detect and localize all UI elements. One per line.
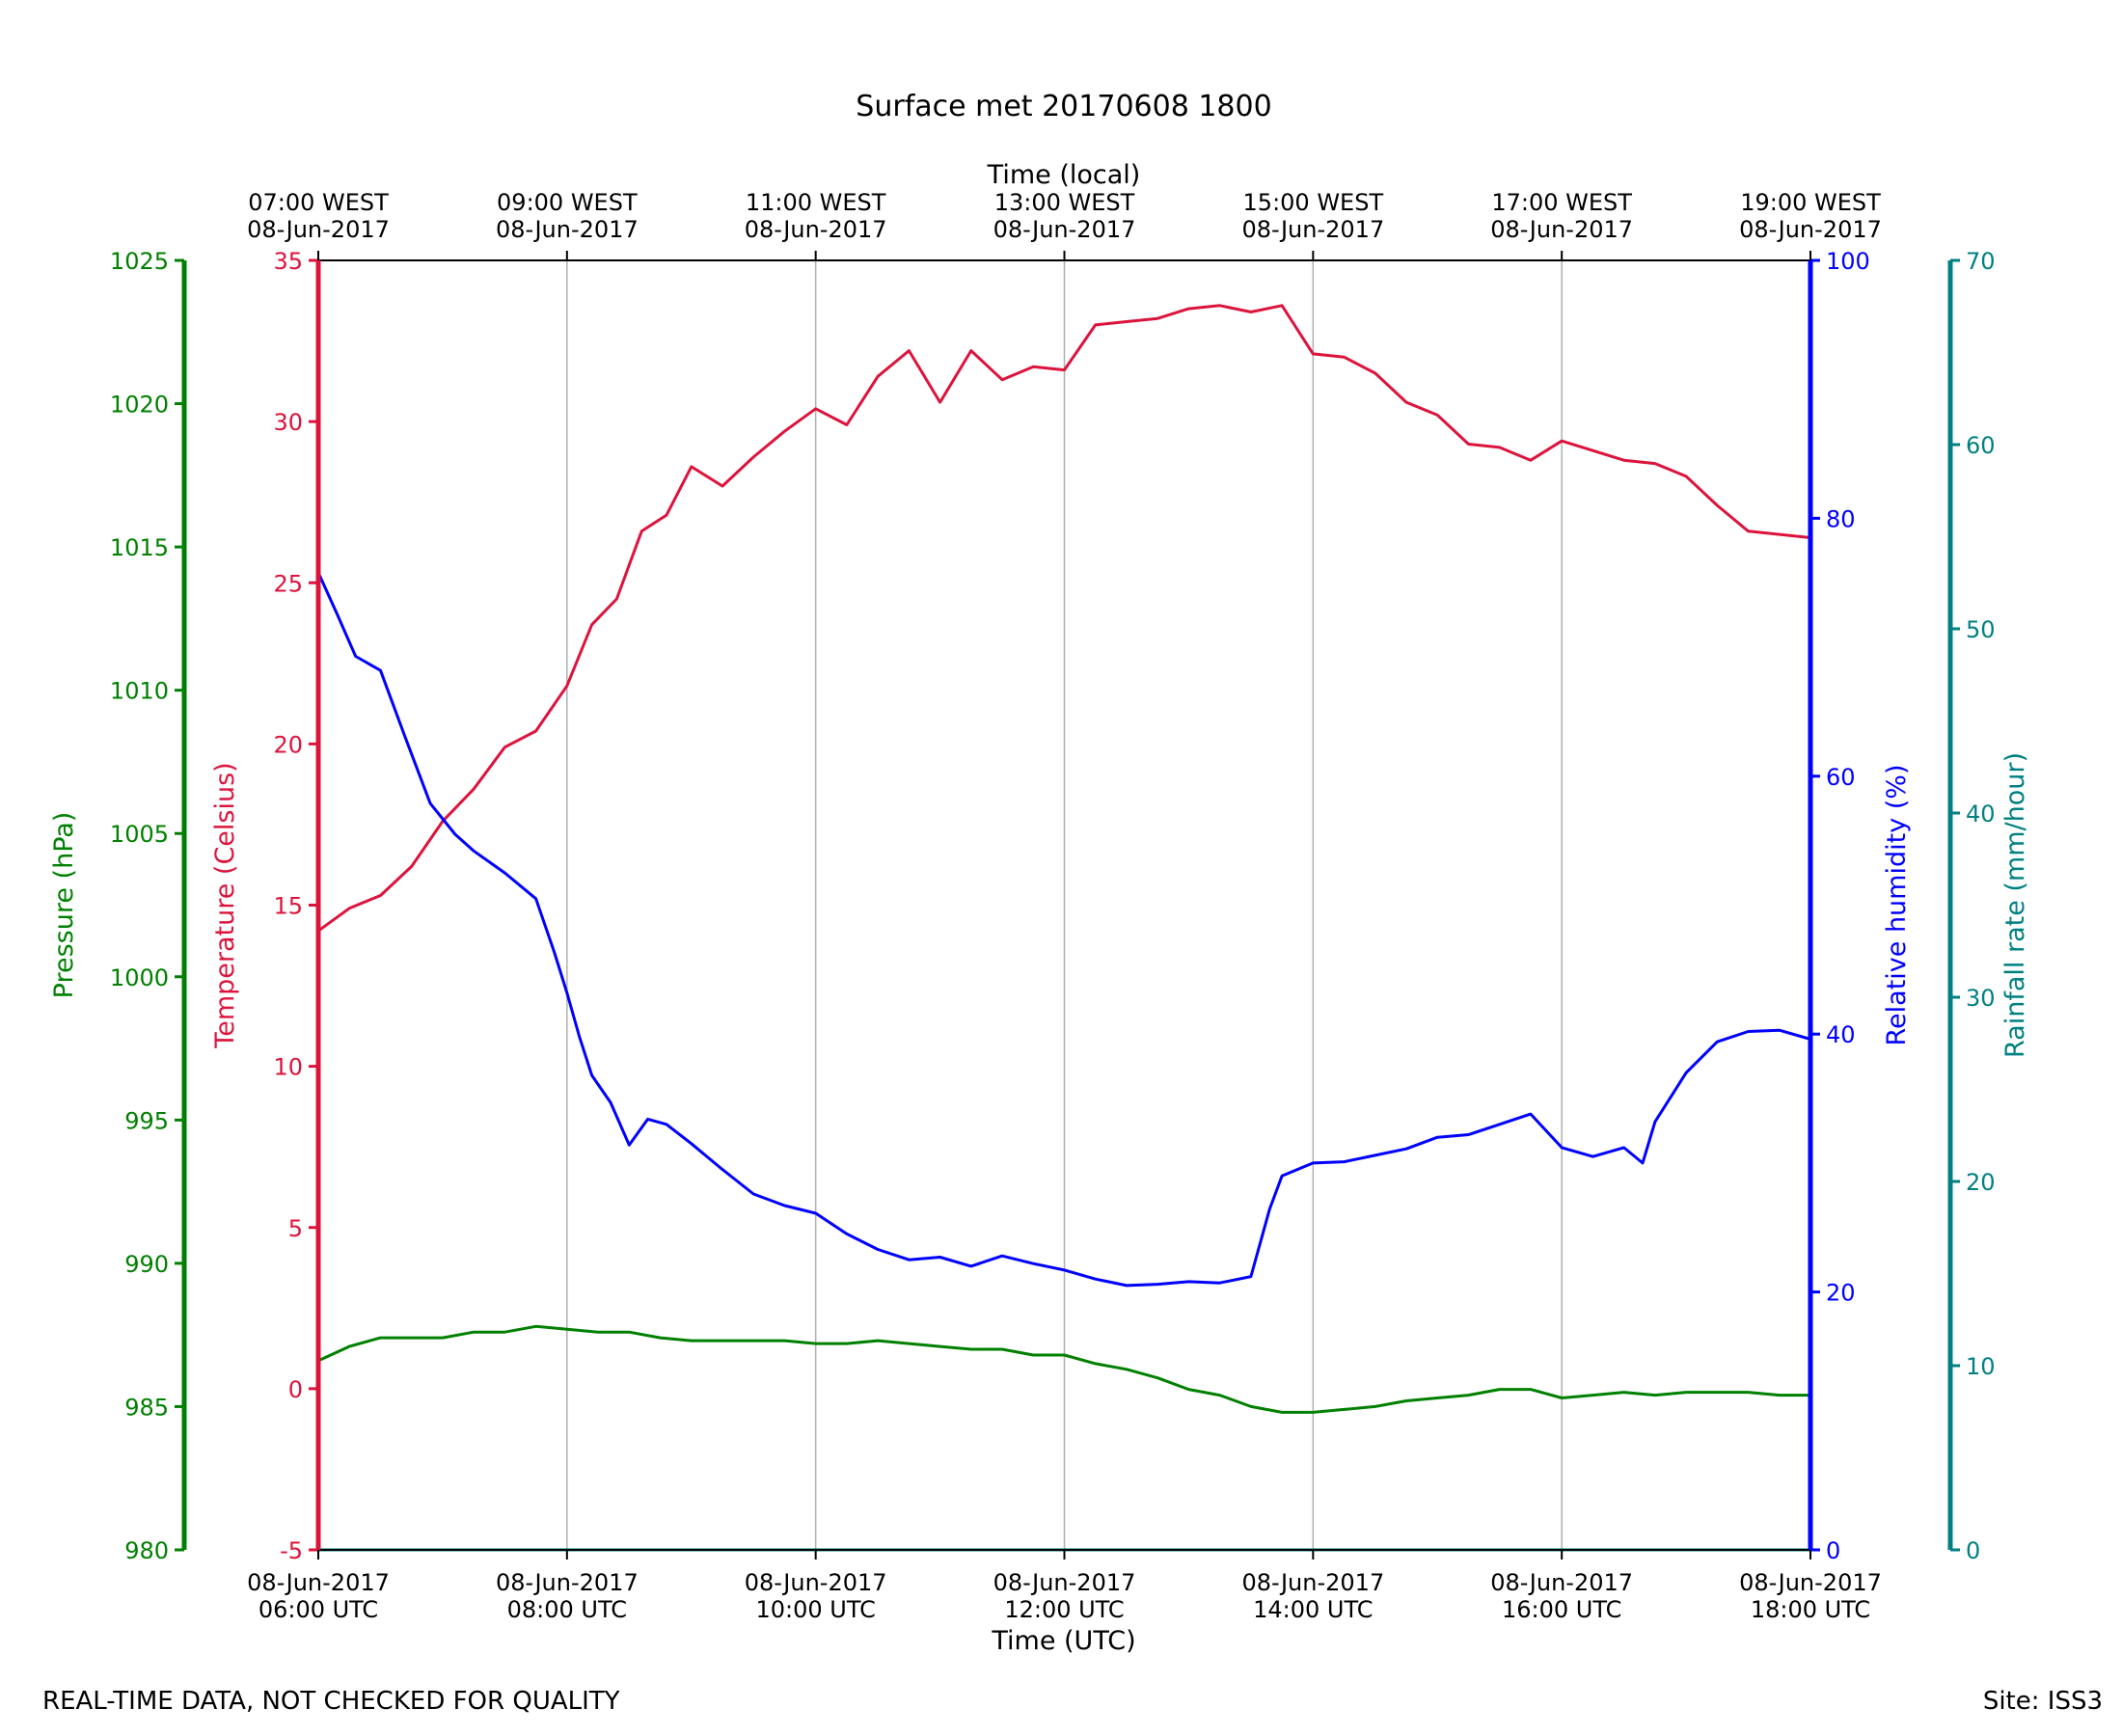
temperature-tick-label: -5	[280, 1537, 303, 1564]
pressure-tick-label: 1015	[110, 534, 169, 561]
temperature-axis-title: Temperature (Celsius)	[210, 762, 240, 1048]
temperature-tick-label: 35	[273, 248, 303, 275]
x2-tick-date: 08-Jun-2017	[1241, 216, 1384, 243]
x-tick-date: 08-Jun-2017	[993, 1569, 1136, 1596]
humidity-tick-label: 80	[1826, 505, 1856, 532]
temperature-tick-label: 30	[273, 409, 303, 436]
temperature-tick-label: 20	[273, 731, 303, 758]
x-tick-time: 08:00 UTC	[507, 1596, 627, 1623]
x-tick-time: 06:00 UTC	[258, 1596, 378, 1623]
humidity-series-line	[316, 571, 1811, 1288]
x-tick-date: 08-Jun-2017	[1490, 1569, 1633, 1596]
x-tick-date: 08-Jun-2017	[1739, 1569, 1882, 1596]
rainfall-tick-label: 50	[1966, 616, 1996, 643]
x2-tick-date: 08-Jun-2017	[247, 216, 390, 243]
temperature-tick-label: 5	[288, 1215, 303, 1242]
temperature-series-line	[317, 304, 1811, 933]
x2-tick-time: 17:00 WEST	[1491, 189, 1632, 216]
x2-tick-date: 08-Jun-2017	[745, 216, 887, 243]
x2-tick-time: 07:00 WEST	[248, 189, 389, 216]
axes-layer: 980985990995100010051010101510201025Pres…	[49, 248, 2030, 1564]
humidity-tick-label: 40	[1826, 1021, 1856, 1048]
pressure-axis-title: Pressure (hPa)	[49, 812, 79, 999]
pressure-tick-label: 1020	[110, 392, 169, 419]
humidity-tick-label: 0	[1826, 1537, 1840, 1564]
x-tick-time: 14:00 UTC	[1253, 1596, 1373, 1623]
x2-tick-time: 11:00 WEST	[746, 189, 886, 216]
pressure-tick-label: 980	[124, 1537, 169, 1564]
x-tick-time: 12:00 UTC	[1004, 1596, 1124, 1623]
pressure-tick-label: 985	[124, 1394, 169, 1421]
pressure-tick-label: 995	[124, 1107, 169, 1134]
temperature-tick-label: 15	[273, 893, 303, 920]
x-tick-time: 18:00 UTC	[1751, 1596, 1870, 1623]
temperature-tick-label: 10	[273, 1054, 303, 1081]
x2-tick-date: 08-Jun-2017	[1739, 216, 1882, 243]
rainfall-tick-label: 40	[1966, 800, 1996, 827]
pressure-tick-label: 1025	[110, 248, 169, 275]
rainfall-tick-label: 0	[1966, 1537, 1980, 1564]
x-tick-time: 10:00 UTC	[755, 1596, 875, 1623]
x-tick-time: 16:00 UTC	[1502, 1596, 1621, 1623]
x-tick-date: 08-Jun-2017	[1241, 1569, 1384, 1596]
pressure-tick-label: 1010	[110, 678, 169, 705]
x2-tick-time: 15:00 WEST	[1243, 189, 1384, 216]
humidity-tick-label: 20	[1826, 1280, 1856, 1307]
x-tick-date: 08-Jun-2017	[247, 1569, 390, 1596]
x2-tick-date: 08-Jun-2017	[496, 216, 639, 243]
grid-lines	[566, 260, 1563, 1550]
rainfall-tick-label: 10	[1966, 1353, 1996, 1380]
footer-site: Site: ISS3	[1983, 1687, 2103, 1716]
humidity-tick-label: 100	[1826, 248, 1870, 275]
pressure-tick-label: 990	[124, 1251, 169, 1278]
rainfall-tick-label: 70	[1966, 248, 1996, 275]
x-tick-date: 08-Jun-2017	[745, 1569, 887, 1596]
rainfall-axis-title: Rainfall rate (mm/hour)	[2000, 752, 2030, 1058]
rainfall-tick-label: 20	[1966, 1169, 1996, 1196]
humidity-tick-label: 60	[1826, 764, 1856, 791]
chart-title: Surface met 20170608 1800	[856, 90, 1271, 123]
x2-axis-title: Time (local)	[987, 160, 1141, 190]
rainfall-tick-label: 30	[1966, 985, 1996, 1012]
pressure-series-line	[317, 1324, 1810, 1414]
temperature-tick-label: 0	[288, 1376, 303, 1403]
x-axis-title: Time (UTC)	[991, 1626, 1135, 1656]
pressure-tick-label: 1000	[110, 964, 169, 991]
rainfall-tick-label: 60	[1966, 432, 1996, 459]
x2-tick-time: 09:00 WEST	[497, 189, 638, 216]
x2-tick-time: 19:00 WEST	[1740, 189, 1881, 216]
x-tick-date: 08-Jun-2017	[496, 1569, 639, 1596]
pressure-tick-label: 1005	[110, 821, 169, 848]
temperature-tick-label: 25	[273, 570, 303, 597]
x2-tick-date: 08-Jun-2017	[1490, 216, 1633, 243]
x2-tick-time: 13:00 WEST	[994, 189, 1135, 216]
x2-tick-date: 08-Jun-2017	[993, 216, 1136, 243]
footer-quality-note: REAL-TIME DATA, NOT CHECKED FOR QUALITY	[42, 1687, 620, 1716]
humidity-axis-title: Relative humidity (%)	[1882, 764, 1912, 1045]
